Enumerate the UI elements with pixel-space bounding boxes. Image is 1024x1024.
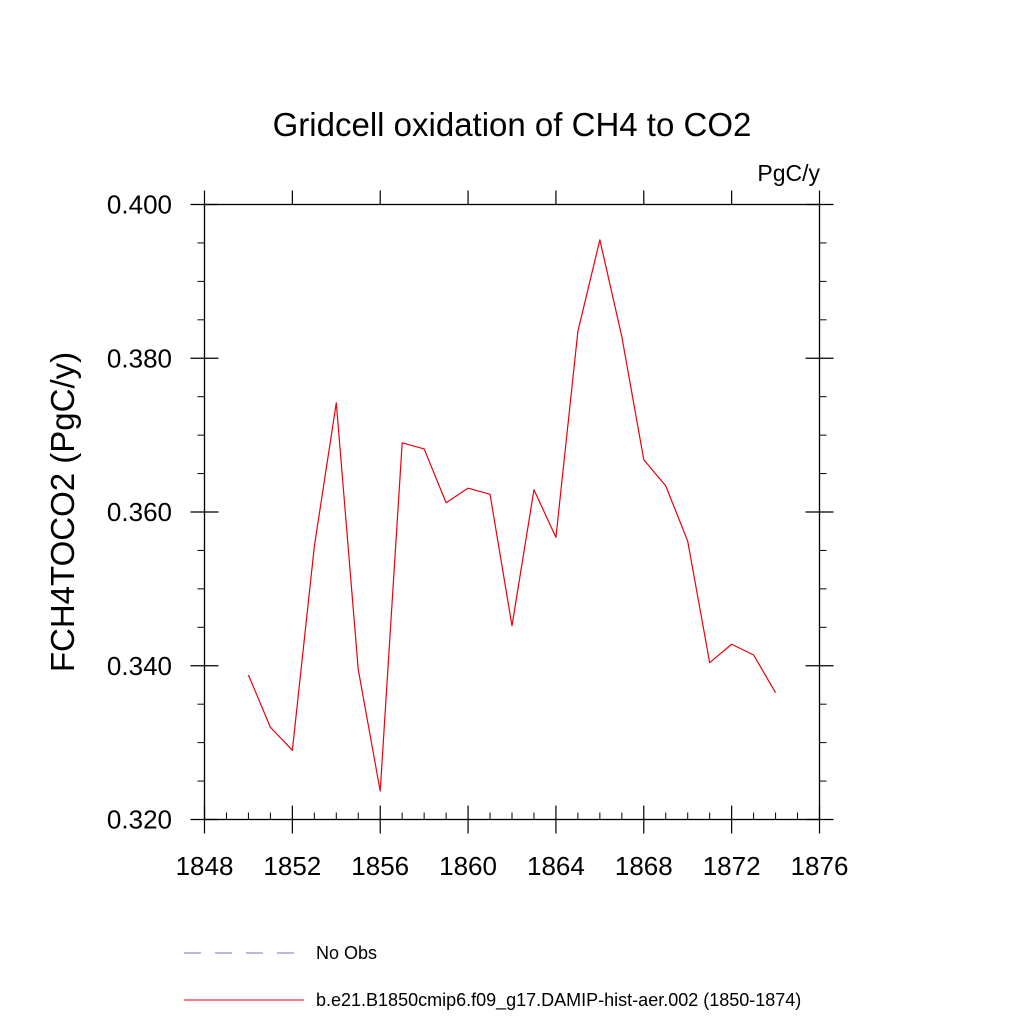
chart-title: Gridcell oxidation of CH4 to CO2 [273,106,752,143]
legend: No Obs b.e21.B1850cmip6.f09_g17.DAMIP-his… [184,943,801,1011]
x-tick-label: 1876 [791,851,849,881]
plot-frame [203,203,821,821]
x-tick-label: 1848 [176,851,234,881]
y-tick-label: 0.400 [107,190,172,220]
units-label: PgC/y [757,160,820,186]
x-tick-label: 1852 [263,851,321,881]
x-tick-label: 1856 [351,851,409,881]
x-tick-label: 1860 [439,851,497,881]
x-tick-label: 1868 [615,851,673,881]
series-layer [247,239,777,792]
y-tick-label: 0.360 [107,497,172,527]
y-tick-label: 0.340 [107,651,172,681]
y-tick-label: 0.320 [107,805,172,835]
legend-label: b.e21.B1850cmip6.f09_g17.DAMIP-hist-aer.… [316,990,801,1011]
ticks: 1848 1852 1856 1860 1864 1868 1872 1876 0.320 0.3… [107,190,849,882]
legend-label: No Obs [316,943,377,963]
x-tick-label: 1872 [703,851,761,881]
y-tick-label: 0.380 [107,343,172,373]
series-line [247,239,777,792]
x-tick-label: 1864 [527,851,585,881]
y-axis-label: FCH4TOCO2 (PgC/y) [44,352,81,672]
